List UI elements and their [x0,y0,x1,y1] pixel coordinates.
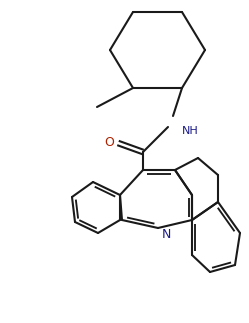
Text: O: O [104,136,114,149]
Text: NH: NH [182,126,199,136]
Text: N: N [162,227,171,241]
